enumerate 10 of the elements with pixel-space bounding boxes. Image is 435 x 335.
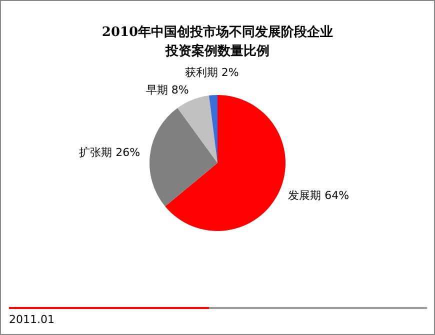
data-label: 2% — [221, 66, 239, 80]
slice-label: 获利期 — [184, 66, 218, 80]
slice-label: 扩张期 — [79, 146, 112, 160]
slice-label: 早期 — [146, 83, 168, 96]
slice-label: 发展期 — [288, 189, 322, 202]
data-label: 8% — [171, 83, 189, 96]
chart-title: 2010年中国创投市场不同发展阶段企业投资案例数量比例 — [100, 24, 334, 61]
data-label: 64% — [324, 189, 350, 202]
text: 2011.01 — [9, 313, 54, 326]
data-label: 26% — [116, 146, 140, 160]
